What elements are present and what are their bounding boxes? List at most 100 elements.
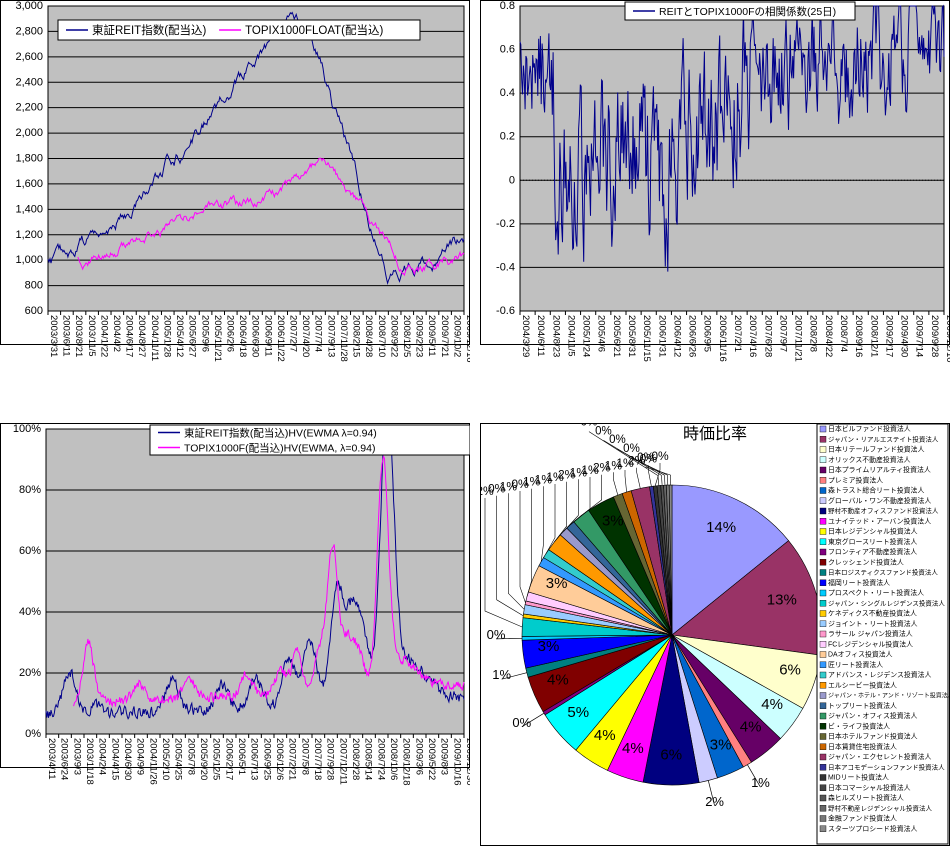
svg-text:2008/9/16: 2008/9/16 [853, 315, 864, 357]
svg-text:0.6: 0.6 [500, 44, 515, 56]
svg-text:トップリート投資法人: トップリート投資法人 [828, 701, 897, 710]
svg-text:2005/8/31: 2005/8/31 [626, 315, 637, 357]
svg-text:4%: 4% [740, 719, 762, 736]
svg-text:2008/7/4: 2008/7/4 [838, 315, 849, 352]
svg-text:2008/12/18: 2008/12/18 [401, 738, 412, 786]
svg-text:オリックス不動産投資法人: オリックス不動産投資法人 [828, 455, 911, 464]
svg-text:アドバンス・レジデンス投資法人: アドバンス・レジデンス投資法人 [828, 670, 932, 679]
svg-text:2007/12/11: 2007/12/11 [337, 738, 348, 785]
svg-text:800: 800 [25, 280, 43, 292]
svg-text:2009/3/6: 2009/3/6 [413, 738, 424, 775]
svg-text:2009/5/11: 2009/5/11 [426, 315, 437, 357]
svg-text:1,800: 1,800 [15, 153, 43, 165]
svg-text:3%: 3% [710, 737, 732, 754]
svg-text:2005/11/15: 2005/11/15 [641, 315, 652, 362]
svg-text:金融ファンド投資法人: 金融ファンド投資法人 [828, 814, 897, 823]
svg-text:2004/6/30: 2004/6/30 [122, 738, 133, 780]
svg-text:0%: 0% [487, 627, 506, 642]
svg-text:2008/2/8: 2008/2/8 [808, 315, 819, 352]
svg-text:2005/9/20: 2005/9/20 [198, 738, 209, 780]
svg-text:2007/9/7: 2007/9/7 [777, 315, 788, 352]
svg-text:日本賃貸住宅投資法人: 日本賃貸住宅投資法人 [828, 742, 897, 751]
svg-text:日本レジデンシャル投資法人: 日本レジデンシャル投資法人 [828, 527, 918, 536]
svg-text:2007/11/28: 2007/11/28 [338, 315, 349, 362]
svg-text:0: 0 [509, 174, 515, 186]
svg-text:2008/12/1: 2008/12/1 [868, 315, 879, 357]
svg-text:日本ホテルファンド投資法人: 日本ホテルファンド投資法人 [828, 732, 918, 741]
svg-text:2007/2/1: 2007/2/1 [732, 315, 743, 352]
svg-text:クレッシェンド投資法人: クレッシェンド投資法人 [828, 557, 904, 566]
svg-text:2005/4/25: 2005/4/25 [173, 738, 184, 780]
svg-text:2009/12/16: 2009/12/16 [464, 315, 470, 363]
svg-text:-0.2: -0.2 [496, 218, 515, 230]
svg-text:0.4: 0.4 [500, 87, 515, 99]
svg-text:グローバル・ワン不動産投資法人: グローバル・ワン不動産投資法人 [828, 496, 931, 505]
svg-text:野村不動産オフィスファンド投資法人: 野村不動産オフィスファンド投資法人 [828, 506, 939, 515]
svg-text:2008/9/22: 2008/9/22 [388, 315, 399, 357]
svg-text:2005/4/12: 2005/4/12 [174, 315, 185, 357]
svg-text:2006/7/13: 2006/7/13 [249, 738, 260, 780]
svg-text:2006/2/6: 2006/2/6 [224, 315, 235, 352]
svg-text:2004/2/4: 2004/2/4 [97, 738, 108, 775]
svg-text:野村不動産レジデンシャル投資法人: 野村不動産レジデンシャル投資法人 [828, 803, 933, 812]
svg-text:2009/8/3: 2009/8/3 [439, 738, 450, 775]
svg-text:600: 600 [25, 305, 43, 317]
svg-text:1,400: 1,400 [15, 203, 43, 215]
svg-text:2008/10/6: 2008/10/6 [388, 738, 399, 780]
svg-text:2007/4/20: 2007/4/20 [300, 315, 311, 357]
svg-text:日本アコモデーションファンド投資法人: 日本アコモデーションファンド投資法人 [828, 762, 945, 771]
svg-text:2006/9/25: 2006/9/25 [261, 738, 272, 780]
svg-text:2004/3/29: 2004/3/29 [520, 315, 531, 357]
svg-text:2008/5/14: 2008/5/14 [363, 738, 374, 780]
svg-text:2009/2/17: 2009/2/17 [883, 315, 894, 357]
svg-text:2009/4/30: 2009/4/30 [899, 315, 910, 357]
svg-text:2004/8/27: 2004/8/27 [136, 315, 147, 357]
svg-text:3,000: 3,000 [15, 0, 43, 12]
svg-text:2004/6/11: 2004/6/11 [535, 315, 546, 357]
svg-text:日本ビルファンド投資法人: 日本ビルファンド投資法人 [828, 424, 911, 433]
svg-text:2009/12/30: 2009/12/30 [464, 738, 470, 786]
svg-text:2003/11/5: 2003/11/5 [86, 315, 97, 357]
svg-text:2005/12/5: 2005/12/5 [211, 738, 222, 780]
svg-text:FCレジデンシャル投資法人: FCレジデンシャル投資法人 [828, 639, 913, 648]
svg-text:6%: 6% [779, 662, 801, 679]
svg-text:4%: 4% [594, 727, 616, 744]
svg-text:2003/8/21: 2003/8/21 [73, 315, 84, 357]
svg-text:2003/11/18: 2003/11/18 [84, 738, 95, 785]
svg-text:DAオフィス投資法人: DAオフィス投資法人 [828, 650, 893, 659]
svg-text:匠リート投資法人: 匠リート投資法人 [828, 660, 883, 669]
svg-text:2003/6/11: 2003/6/11 [61, 315, 72, 357]
svg-text:2006/9/5: 2006/9/5 [702, 315, 713, 352]
svg-text:2006/6/30: 2006/6/30 [250, 315, 261, 357]
svg-text:TOPIX1000FLOAT(配当込): TOPIX1000FLOAT(配当込) [245, 23, 383, 37]
svg-text:2009/9/28: 2009/9/28 [929, 315, 940, 357]
svg-text:2006/4/12: 2006/4/12 [671, 315, 682, 357]
svg-text:0.2: 0.2 [500, 131, 515, 143]
svg-text:6%: 6% [660, 746, 682, 763]
svg-text:4%: 4% [622, 740, 644, 757]
svg-text:日本ロジスティクスファンド投資法人: 日本ロジスティクスファンド投資法人 [828, 568, 938, 577]
svg-text:1%: 1% [492, 667, 511, 682]
svg-text:3%: 3% [538, 638, 560, 655]
svg-text:2006/5/1: 2006/5/1 [236, 738, 247, 775]
svg-text:2%: 2% [705, 794, 724, 809]
svg-text:日本リテールファンド投資法人: 日本リテールファンド投資法人 [828, 445, 925, 454]
svg-text:2004/9/9: 2004/9/9 [135, 738, 146, 775]
svg-text:5%: 5% [567, 704, 589, 721]
svg-text:2005/1/24: 2005/1/24 [581, 315, 592, 357]
svg-text:2008/2/15: 2008/2/15 [351, 315, 362, 357]
svg-text:2007/6/28: 2007/6/28 [762, 315, 773, 357]
svg-text:ケネディクス不動産投資法人: ケネディクス不動産投資法人 [828, 609, 917, 618]
svg-text:プロスペクト・リート投資法人: プロスペクト・リート投資法人 [828, 588, 924, 597]
svg-text:2006/6/26: 2006/6/26 [687, 315, 698, 357]
svg-text:ジャパン・オフィス投資法人: ジャパン・オフィス投資法人 [828, 711, 918, 720]
svg-text:2006/1/31: 2006/1/31 [656, 315, 667, 357]
svg-text:2009/5/22: 2009/5/22 [426, 738, 437, 780]
svg-text:東京グロースリート投資法人: 東京グロースリート投資法人 [828, 537, 917, 546]
svg-text:-0.4: -0.4 [496, 261, 515, 273]
svg-text:2008/7/10: 2008/7/10 [376, 315, 387, 357]
svg-text:2005/6/21: 2005/6/21 [611, 315, 622, 357]
svg-text:2006/9/11: 2006/9/11 [262, 315, 273, 357]
svg-text:2004/11/11: 2004/11/11 [149, 315, 160, 361]
svg-text:2005/7/8: 2005/7/8 [185, 738, 196, 775]
